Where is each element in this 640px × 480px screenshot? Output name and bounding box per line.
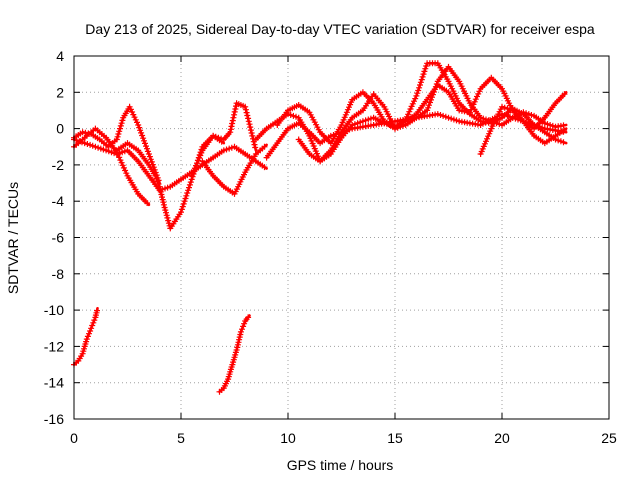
data-series [71,60,568,395]
series-sat-e [188,100,259,179]
series-markers [216,314,252,395]
chart-title: Day 213 of 2025, Sidereal Day-to-day VTE… [85,21,595,37]
y-tick-label: -2 [52,157,65,173]
series-sat-f [199,143,268,197]
series-markers [199,143,268,197]
y-tick-label: -16 [44,411,64,427]
x-tick-label: 25 [601,430,617,446]
series-sat-m [216,314,252,395]
series-markers [263,111,567,161]
x-tick-label: 10 [280,430,296,446]
y-tick-label: -4 [52,193,65,209]
y-tick-label: -14 [44,375,64,391]
x-tick-label: 0 [70,430,78,446]
series-sat-j [263,111,568,161]
y-tick-label: -6 [52,230,65,246]
y-axis-label: SDTVAR / TECUs [5,182,21,294]
grid-lines [74,56,609,419]
series-markers [71,125,151,206]
y-tick-label: 4 [56,48,64,64]
series-sat-l [71,307,100,368]
x-tick-label: 20 [494,430,510,446]
x-tick-label: 15 [387,430,403,446]
y-tick-label: -12 [44,338,64,354]
y-tick-label: -8 [52,266,65,282]
series-sat-c [71,125,151,207]
series-sat-k [477,103,568,157]
y-tick-label: 0 [56,121,64,137]
series-markers [71,307,100,368]
y-tick-label: 2 [56,84,64,100]
axis-ticks: 420-2-4-6-8-10-12-14-160 5 10 15 20 25 [44,48,617,446]
x-tick-label: 5 [177,430,185,446]
x-axis-label: GPS time / hours [287,457,394,473]
series-markers [188,100,259,179]
y-tick-label: -10 [44,302,64,318]
series-markers [477,103,568,157]
